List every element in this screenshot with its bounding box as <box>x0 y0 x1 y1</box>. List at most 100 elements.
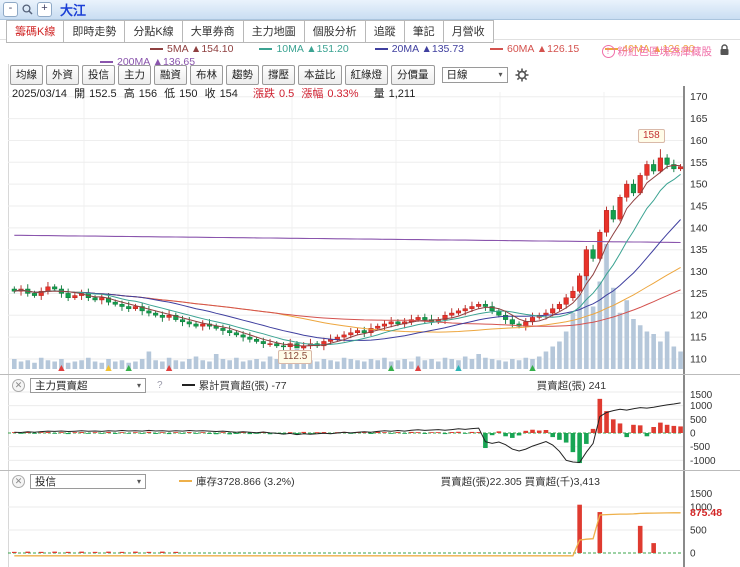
indicator-select-3[interactable]: 投信 ▾ <box>30 473 146 489</box>
close-icon[interactable]: ✕ <box>12 378 25 392</box>
line-swatch <box>100 60 113 63</box>
tab-6[interactable]: 個股分析 <box>303 20 366 43</box>
toolbar-buttons: 均線 外資 投信 主力 融資 布林 趨勢 撐壓 本益比 紅綠燈 分價量 <box>10 64 438 85</box>
svg-text:500: 500 <box>690 526 707 537</box>
svg-text:120: 120 <box>690 310 708 322</box>
change-label: 漲跌 <box>252 88 275 100</box>
panel3-bar-legend: 買賣超(張)22.305 買賣超(千)3,413 <box>430 474 600 489</box>
panel3-line-legend-text: 庫存3728.866 (3.2%) <box>196 475 295 488</box>
high-label: 高 <box>123 88 135 100</box>
low-value: 150 <box>179 88 198 100</box>
svg-text:110: 110 <box>690 353 707 365</box>
tab-9[interactable]: 月營收 <box>442 20 494 43</box>
zoom-in-button[interactable]: + <box>37 2 52 17</box>
panel3-canvas[interactable]: 1500 1000 500 0 875.48 <box>8 489 740 567</box>
svg-text:160: 160 <box>690 135 708 147</box>
panel2-line-legend: 累計買賣超(張) -77 <box>181 378 287 393</box>
toolbar-button-6[interactable]: 布林 <box>190 64 223 85</box>
panel3-header: ✕ 投信 ▾ 庫存3728.866 (3.2%) 買賣超(張)22.305 買賣… <box>12 473 600 489</box>
panel2-header: ✕ 主力買賣超 ▾ ? 累計買賣超(張) -77 買賣超(張) 241 <box>12 377 606 393</box>
toolbar-button-8[interactable]: 撐壓 <box>262 64 295 85</box>
toolbar-button-7[interactable]: 趨勢 <box>226 64 259 85</box>
indicator-select-3-value: 投信 <box>35 475 56 488</box>
top-bar: - + 大江 <box>0 0 740 20</box>
chevron-down-icon: ▾ <box>498 70 503 79</box>
tab-5[interactable]: 主力地圖 <box>242 20 305 43</box>
indicator-select-2-value: 主力買賣超 <box>35 379 88 392</box>
close-label: 收 <box>204 88 216 100</box>
toolbar-button-9[interactable]: 本益比 <box>298 64 342 85</box>
ma-legend-item-3-text: 20MA ▲135.73 <box>391 42 464 55</box>
tab-7[interactable]: 追蹤 <box>364 20 405 43</box>
ma-legend-item-2-text: 10MA ▲151.20 <box>276 42 349 55</box>
panel3-line-legend: 庫存3728.866 (3.2%) <box>179 474 295 489</box>
main-chart-canvas[interactable]: 170 165 160 155 150 145 140 135 130 125 120 115 110 <box>8 88 740 376</box>
line-swatch <box>179 480 192 482</box>
tab-4[interactable]: 大單券商 <box>181 20 244 43</box>
toolbar-button-4[interactable]: 主力 <box>118 64 151 85</box>
low-annotation: 112.5 <box>278 350 313 364</box>
line-swatch <box>181 384 195 386</box>
tab-3[interactable]: 分點K線 <box>124 20 183 43</box>
svg-text:1500: 1500 <box>690 390 713 401</box>
tab-2[interactable]: 即時走勢 <box>63 20 126 43</box>
panel2-line-legend-text: 累計買賣超(張) -77 <box>198 379 287 392</box>
change-pct-label: 漲幅 <box>301 88 324 100</box>
toolbar-button-2[interactable]: 外資 <box>46 64 79 85</box>
tab-8[interactable]: 筆記 <box>403 20 444 43</box>
ma-legend-row1: 5MA ▲154.10 10MA ▲151.20 20MA ▲135.73 60MA … <box>150 42 695 55</box>
svg-text:125: 125 <box>690 288 708 300</box>
indicator-toolbar: 均線 外資 投信 主力 融資 布林 趨勢 撐壓 本益比 紅綠燈 分價量 日線 ▾ <box>10 64 529 85</box>
period-select[interactable]: 日線 ▾ <box>441 66 508 83</box>
pink-block-note-text: 粉紅色區塊為庫藏股 <box>617 46 713 58</box>
indicator-select-2[interactable]: 主力買賣超 ▾ <box>30 377 146 393</box>
close-icon[interactable]: ✕ <box>12 474 25 488</box>
tab-bar: 籌碼K線 即時走勢 分點K線 大單券商 主力地圖 個股分析 追蹤 筆記 月營收 <box>0 20 740 43</box>
panel3-bar-legend-text: 買賣超(張)22.305 買賣超(千)3,413 <box>440 475 600 488</box>
toolbar-button-5[interactable]: 融資 <box>154 64 187 85</box>
panel2-bar-legend-text: 買賣超(張) 241 <box>536 379 607 392</box>
lock-icon[interactable] <box>719 43 730 61</box>
ma-legend-item-4-text: 60MA ▲126.15 <box>507 42 580 55</box>
open-label: 開 <box>74 88 86 100</box>
date-value: 2025/03/14 <box>12 88 68 100</box>
ma-legend-item-1-text: 5MA ▲154.10 <box>167 42 234 55</box>
settings-gear-icon[interactable] <box>515 68 529 82</box>
svg-text:130: 130 <box>690 266 708 278</box>
svg-text:140: 140 <box>690 222 708 234</box>
toolbar-button-10[interactable]: 紅綠燈 <box>344 64 388 85</box>
panel-separator-1 <box>0 374 740 375</box>
ma-legend-item-2: 10MA ▲151.20 <box>259 42 349 55</box>
svg-text:0: 0 <box>690 429 696 440</box>
svg-text:150: 150 <box>690 179 708 191</box>
svg-text:-1000: -1000 <box>690 456 716 467</box>
ma-legend-item-3: 20MA ▲135.73 <box>374 42 464 55</box>
toolbar-button-1[interactable]: 均線 <box>10 64 43 85</box>
svg-text:115: 115 <box>690 332 707 344</box>
svg-text:145: 145 <box>690 200 708 212</box>
volume-value: 1,211 <box>388 88 416 100</box>
help-icon[interactable]: ? <box>157 379 163 391</box>
magnifier-icon <box>20 3 35 17</box>
tab-1[interactable]: 籌碼K線 <box>6 20 65 43</box>
stock-title: 大江 <box>60 3 87 18</box>
line-swatch <box>259 47 273 50</box>
svg-text:0: 0 <box>690 549 696 560</box>
line-swatch <box>150 47 163 50</box>
svg-text:1000: 1000 <box>690 401 713 412</box>
info-icon: ! <box>601 45 615 58</box>
low-label: 低 <box>164 88 176 100</box>
high-value: 156 <box>138 88 158 100</box>
zoom-out-button[interactable]: - <box>3 2 18 17</box>
line-swatch <box>490 47 503 50</box>
svg-text:165: 165 <box>690 113 708 125</box>
ma-legend-item-5-text: 40MA ▲126.90 <box>622 42 695 55</box>
high-annotation: 158 <box>638 129 665 143</box>
panel2-bar-legend: 買賣超(張) 241 <box>526 378 606 393</box>
toolbar-button-11[interactable]: 分價量 <box>391 64 435 85</box>
open-value: 152.5 <box>89 88 117 100</box>
chevron-down-icon: ▾ <box>136 476 141 486</box>
svg-text:-500: -500 <box>690 442 710 453</box>
toolbar-button-3[interactable]: 投信 <box>82 64 115 85</box>
